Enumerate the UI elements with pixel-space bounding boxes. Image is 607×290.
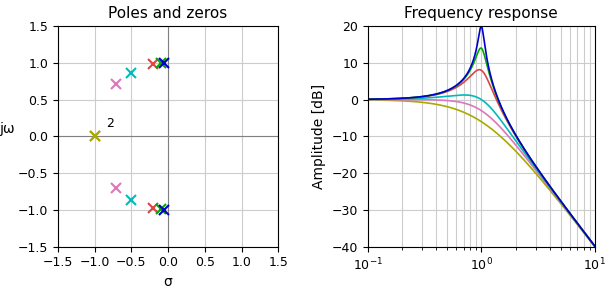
Y-axis label: jω: jω [0, 122, 15, 136]
Title: Frequency response: Frequency response [404, 6, 558, 21]
X-axis label: σ: σ [164, 275, 172, 289]
Y-axis label: Amplitude [dB]: Amplitude [dB] [312, 84, 326, 189]
Text: 2: 2 [106, 117, 114, 130]
Title: Poles and zeros: Poles and zeros [109, 6, 228, 21]
